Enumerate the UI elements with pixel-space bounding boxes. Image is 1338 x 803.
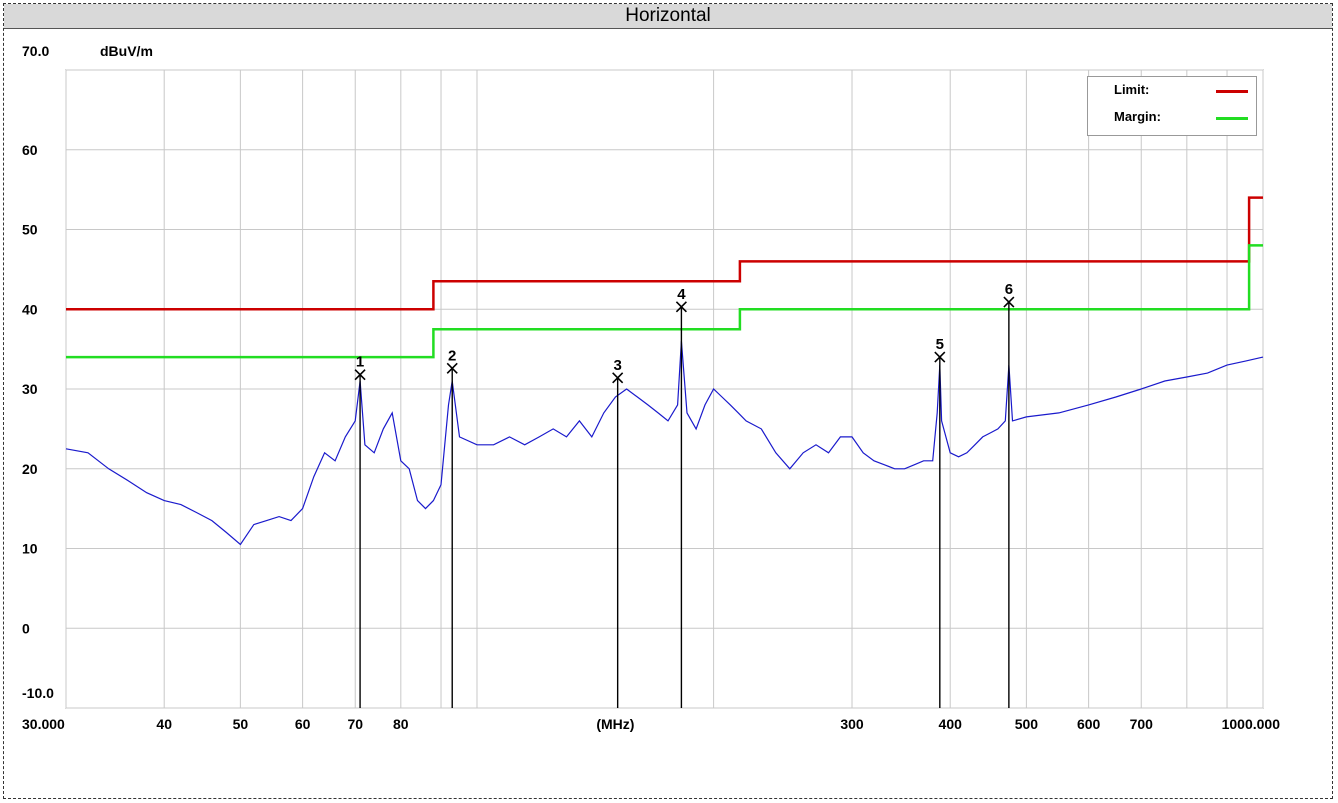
series-limit-line [66, 196, 1263, 311]
marker-3-label: 3 [613, 357, 621, 374]
x-tick-label: 30.000 [22, 716, 65, 732]
x-tick-label: 700 [1130, 716, 1154, 732]
chart-title: Horizontal [4, 4, 1332, 29]
x-tick-label: 400 [939, 716, 963, 732]
y-axis-unit-label: dBuV/m [100, 43, 153, 59]
y-tick-label: 20 [22, 461, 38, 477]
series-margin-line [66, 244, 1263, 359]
x-tick-label: 80 [393, 716, 409, 732]
y-tick-label: 50 [22, 222, 38, 238]
x-tick-label: 1000.000 [1222, 716, 1281, 732]
marker-2-label: 2 [448, 347, 456, 364]
series-measurement-line [65, 341, 1264, 546]
y-tick-label: 0 [22, 620, 30, 636]
series-layer [65, 196, 1264, 546]
x-tick-label: 70 [347, 716, 363, 732]
marker-5-cross-b [934, 351, 946, 363]
marker-4-label: 4 [677, 286, 686, 303]
x-tick-label: 50 [233, 716, 249, 732]
y-tick-label: 30 [22, 381, 38, 397]
legend-limit-label: Limit: [1114, 82, 1150, 97]
chart-frame [3, 3, 1333, 799]
y-tick-label: 40 [22, 301, 38, 317]
x-tick-label: 60 [295, 716, 311, 732]
marker-5-label: 5 [936, 336, 944, 353]
y-tick-label: 60 [22, 142, 38, 158]
marker-layer: 1 2 3 4 5 6 [354, 281, 1015, 708]
legend-limit-swatch [1216, 90, 1248, 93]
marker-2-cross-b [446, 362, 458, 374]
y-axis-ticks: 60 50 40 30 20 10 0 -10.0 [22, 142, 54, 701]
marker-1-label: 1 [356, 354, 364, 371]
y-tick-label: -10.0 [22, 685, 54, 701]
x-tick-label: (MHz) [596, 716, 634, 732]
x-axis-ticks: 30.000 40 50 60 70 80 (MHz) 300 400 500 600 700 1000… [22, 716, 1280, 732]
marker-3-cross-b [612, 372, 624, 384]
grid-lines [65, 69, 1264, 709]
legend-margin-label: Margin: [1114, 109, 1161, 124]
x-tick-label: 600 [1077, 716, 1101, 732]
marker-6-label: 6 [1005, 281, 1013, 298]
chart-legend: Limit: Margin: [1087, 76, 1257, 136]
x-tick-label: 500 [1015, 716, 1039, 732]
x-tick-label: 300 [840, 716, 864, 732]
y-tick-label: 10 [22, 541, 38, 557]
legend-margin-swatch [1216, 117, 1248, 120]
marker-4-cross-b [675, 301, 687, 313]
y-axis-top-label: 70.0 [22, 43, 50, 59]
marker-1-cross-b [354, 369, 366, 381]
marker-6-cross-b [1003, 296, 1015, 308]
x-tick-label: 40 [156, 716, 172, 732]
